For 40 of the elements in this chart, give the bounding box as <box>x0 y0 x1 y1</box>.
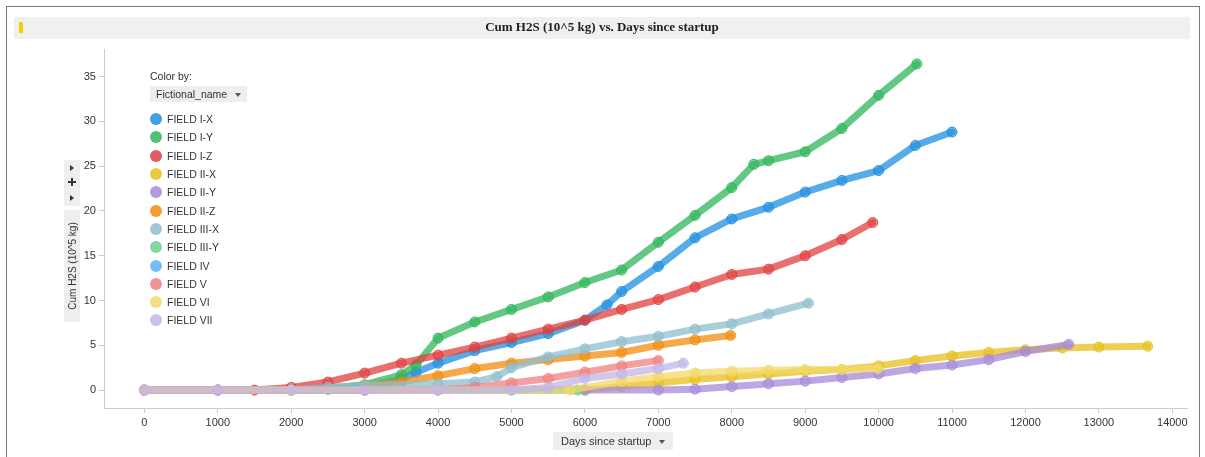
legend-title: Color by: <box>150 70 193 82</box>
chart-title: Cum H2S (10^5 kg) vs. Days since startup <box>484 19 720 35</box>
legend-label: FIELD II-Z <box>166 203 217 219</box>
x-tick-label: 5000 <box>499 415 524 428</box>
y-tick-label: 35 <box>83 69 96 82</box>
x-tick-label: 7000 <box>646 415 671 428</box>
y-tick-label: 15 <box>83 248 96 261</box>
y-tick-label: 5 <box>89 338 96 351</box>
x-tick-label: 1000 <box>205 415 231 428</box>
x-tick-label: 8000 <box>719 415 745 428</box>
x-tick-label: 3000 <box>352 415 377 428</box>
x-tick-label: 0 <box>141 415 148 428</box>
legend-label: FIELD V <box>166 276 208 292</box>
x-tick-label: 6000 <box>572 415 598 428</box>
x-tick-label: 9000 <box>792 415 818 428</box>
annotation: Fictional_name <box>150 86 248 102</box>
x-tick-label: 11000 <box>937 415 967 428</box>
y-axis-title: Cum H2S (10^5 kg) <box>66 222 78 310</box>
x-tick-label: 4000 <box>425 415 451 428</box>
legend-label: FIELD I-Y <box>166 130 215 146</box>
legend-label: FIELD II-Y <box>166 185 217 201</box>
legend-label: FIELD VII <box>166 313 214 329</box>
x-tick-label: 12000 <box>1010 415 1041 428</box>
y-tick-label: 30 <box>83 114 96 127</box>
legend-label: FIELD III-Y <box>166 240 220 256</box>
y-tick-label: 10 <box>83 293 96 306</box>
legend-label: FIELD I-Z <box>166 148 214 164</box>
legend-label: FIELD IV <box>166 258 211 274</box>
x-tick-label: 2000 <box>278 415 304 428</box>
legend-label: FIELD VI <box>166 295 211 311</box>
legend-label: FIELD I-X <box>166 112 215 128</box>
legend-label: FIELD II-X <box>166 167 217 183</box>
x-tick-label: 13000 <box>1083 415 1115 428</box>
y-tick-label: 0 <box>89 383 96 396</box>
y-tick-label: 25 <box>83 159 96 172</box>
x-tick-label: 10000 <box>863 415 894 428</box>
x-axis-title: Days since startup <box>553 432 674 450</box>
y-tick-label: 20 <box>83 203 96 216</box>
legend-label: FIELD III-X <box>166 221 220 237</box>
x-tick-label: 14000 <box>1157 415 1188 428</box>
